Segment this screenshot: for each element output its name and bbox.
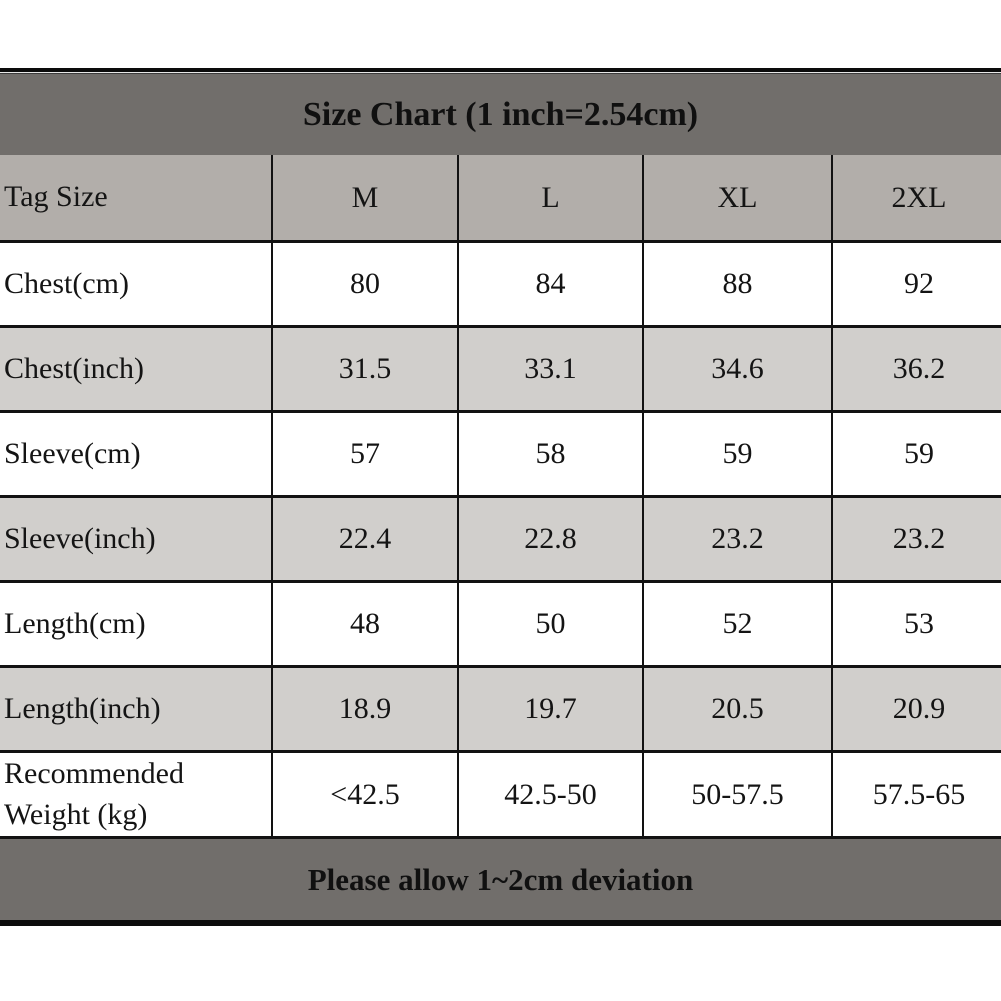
row-label-chest-inch: Chest(inch) [0,326,272,413]
size-value-cell: 52 [642,581,832,668]
col-header-m: M [271,155,458,243]
size-value-cell: 22.8 [457,496,643,583]
size-value-cell: 92 [831,241,1001,328]
size-chart-title: Size Chart (1 inch=2.54cm) [302,95,699,133]
table-row-length-cm: Length(cm) 48 50 52 53 [0,581,1001,668]
table-row-length-inch: Length(inch) 18.9 19.7 20.5 20.9 [0,666,1001,753]
table-row-sleeve-cm: Sleeve(cm) 57 58 59 59 [0,411,1001,498]
table-row-chest-cm: Chest(cm) 80 84 88 92 [0,241,1001,328]
size-value-cell: 57.5-65 [831,751,1001,839]
row-label-chest-cm: Chest(cm) [0,241,272,328]
size-value-cell: 42.5-50 [457,751,643,839]
table-row-recommended-weight: Recommended Weight (kg) <42.5 42.5-50 50… [0,751,1001,839]
size-value-cell: 23.2 [642,496,832,583]
footer-bar: Please allow 1~2cm deviation [0,839,1001,920]
size-value-cell: 31.5 [271,326,458,413]
size-value-cell: 19.7 [457,666,643,753]
col-header-xl: XL [642,155,832,243]
row-label-recommended-weight: Recommended Weight (kg) [0,751,272,839]
row-label-sleeve-cm: Sleeve(cm) [0,411,272,498]
size-value-cell: 84 [457,241,643,328]
size-value-cell: 53 [831,581,1001,668]
size-value-cell: 36.2 [831,326,1001,413]
table-header-row: Tag Size M L XL 2XL [0,155,1001,243]
table-row-sleeve-inch: Sleeve(inch) 22.4 22.8 23.2 23.2 [0,496,1001,583]
bottom-border-rule [0,920,1001,926]
size-value-cell: 20.9 [831,666,1001,753]
size-value-cell: 18.9 [271,666,458,753]
size-value-cell: 59 [831,411,1001,498]
row-label-length-cm: Length(cm) [0,581,272,668]
size-value-cell: 80 [271,241,458,328]
row-label-sleeve-inch: Sleeve(inch) [0,496,272,583]
size-value-cell: 50 [457,581,643,668]
title-bar: Size Chart (1 inch=2.54cm) [0,73,1001,155]
row-label-length-inch: Length(inch) [0,666,272,753]
table-row-chest-inch: Chest(inch) 31.5 33.1 34.6 36.2 [0,326,1001,413]
size-value-cell: 23.2 [831,496,1001,583]
size-value-cell: 57 [271,411,458,498]
size-chart-page: Size Chart (1 inch=2.54cm) Tag Size M L … [0,0,1001,926]
col-header-l: L [457,155,643,243]
size-value-cell: 48 [271,581,458,668]
deviation-note: Please allow 1~2cm deviation [307,861,694,897]
size-value-cell: 59 [642,411,832,498]
size-value-cell: 20.5 [642,666,832,753]
size-value-cell: 22.4 [271,496,458,583]
top-border-rule [0,68,1001,72]
size-chart-table: Tag Size M L XL 2XL Chest(cm) 80 84 88 9… [0,155,1001,839]
size-value-cell: 34.6 [642,326,832,413]
top-margin [0,0,1001,68]
size-value-cell: 58 [457,411,643,498]
size-value-cell: 88 [642,241,832,328]
top-border-gap [0,72,1001,73]
col-header-tag-size: Tag Size [0,155,272,243]
size-value-cell: <42.5 [271,751,458,839]
size-value-cell: 33.1 [457,326,643,413]
size-value-cell: 50-57.5 [642,751,832,839]
col-header-2xl: 2XL [831,155,1001,243]
